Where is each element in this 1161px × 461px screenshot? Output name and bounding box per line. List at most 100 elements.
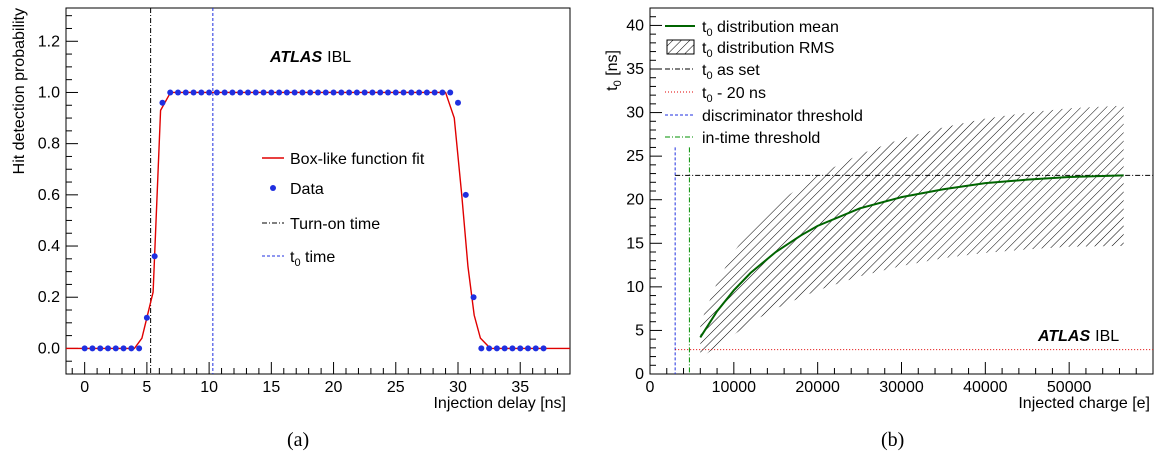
x-tick-label-b: 0 — [646, 379, 655, 396]
mean-curve — [699, 174, 1124, 338]
data-point — [338, 89, 345, 96]
y-axis-label-a: Hit detection probability — [11, 8, 28, 174]
legend-b: t0 distribution mean t0 distribution RMS… — [665, 19, 863, 147]
x-tick-label-a: 35 — [511, 379, 529, 396]
data-point — [346, 89, 353, 96]
data-point — [97, 345, 104, 352]
data-point — [237, 89, 244, 96]
panel-b: 0 10000 20000 30000 40000 50000 0 5 10 15 20 25 30 35… — [604, 7, 1154, 451]
data-point — [431, 89, 438, 96]
data-point — [151, 253, 158, 260]
data-point — [120, 345, 127, 352]
data-point — [462, 191, 469, 198]
y-axis-label-b: t0 [ns] — [604, 50, 624, 91]
data-point — [322, 89, 329, 96]
data-point — [175, 89, 181, 96]
y-tick-label-a: 0.4 — [38, 238, 60, 255]
x-tick-label-a: 5 — [142, 379, 151, 396]
x-tick-label-a: 0 — [80, 379, 89, 396]
y-tick-label-a: 1.2 — [38, 33, 60, 50]
axis-ticks-a: 0 5 10 15 20 25 30 35 0.0 0.2 0.4 0.6 0.8 1.0 1.2 — [38, 15, 571, 396]
data-point — [369, 89, 376, 96]
data-point — [128, 345, 135, 352]
x-tick-label-a: 30 — [449, 379, 467, 396]
data-point — [81, 345, 88, 352]
x-tick-label-b: 10000 — [712, 379, 757, 396]
panel-a: 0 5 10 15 20 25 30 35 0.0 0.2 0.4 0.6 0.8 1.0 1.2 Inje… — [11, 7, 571, 451]
data-point — [291, 89, 298, 96]
legend-label-t0-set: t0 as set — [702, 62, 760, 82]
data-point — [423, 89, 430, 96]
data-point — [447, 89, 454, 96]
data-point — [221, 89, 228, 96]
data-point — [206, 89, 213, 96]
data-point — [245, 89, 251, 96]
data-point — [330, 89, 337, 96]
plot-frame-a — [65, 7, 571, 375]
data-point — [416, 89, 423, 96]
data-point — [89, 345, 96, 352]
data-point — [525, 345, 531, 352]
legend-label-turn-on: Turn-on time — [290, 216, 380, 233]
x-tick-label-b: 30000 — [879, 379, 924, 396]
data-point — [112, 345, 119, 352]
x-tick-label-a: 15 — [262, 379, 280, 396]
data-point — [400, 89, 407, 96]
data-point — [252, 89, 259, 96]
y-tick-label-b: 35 — [626, 61, 644, 78]
data-point — [509, 345, 516, 352]
rms-band — [700, 105, 1124, 359]
data-point — [213, 89, 220, 96]
fit-line — [66, 91, 570, 350]
data-point — [299, 89, 306, 96]
data-point — [198, 89, 205, 96]
data-point — [501, 345, 508, 352]
legend-label-t0: t0 time — [290, 249, 335, 269]
x-tick-label-b: 20000 — [795, 379, 840, 396]
y-tick-label-b: 40 — [626, 17, 644, 34]
data-point — [143, 314, 150, 321]
y-tick-label-b: 5 — [635, 322, 644, 339]
y-tick-label-b: 30 — [626, 105, 644, 122]
data-point — [182, 89, 189, 96]
y-tick-label-a: 0.0 — [38, 340, 60, 357]
legend-swatch-rms — [666, 39, 695, 55]
x-axis-label-b: Injected charge [e] — [1018, 395, 1150, 412]
legend-label-data: Data — [290, 181, 324, 198]
y-tick-label-b: 20 — [626, 192, 644, 209]
data-point — [353, 89, 360, 96]
data-point — [159, 99, 166, 106]
data-point — [268, 89, 275, 96]
data-point — [493, 345, 500, 352]
legend-label-rms: t0 distribution RMS — [702, 40, 834, 60]
data-point — [136, 345, 143, 352]
x-tick-label-b: 40000 — [963, 379, 1008, 396]
caption-a: (a) — [287, 429, 309, 451]
data-point — [478, 345, 485, 352]
data-point — [517, 345, 524, 352]
reference-lines-b — [674, 147, 1153, 374]
data-points — [81, 89, 547, 352]
legend-label-mean: t0 distribution mean — [702, 19, 839, 39]
data-point — [408, 89, 415, 96]
data-point — [105, 345, 111, 352]
x-tick-label-a: 10 — [200, 379, 218, 396]
data-point — [540, 345, 547, 352]
y-tick-label-a: 0.2 — [38, 289, 60, 306]
data-point — [385, 89, 391, 96]
data-point — [532, 345, 539, 352]
y-tick-label-b: 25 — [626, 148, 644, 165]
data-point — [470, 294, 477, 301]
y-tick-label-b: 15 — [626, 235, 644, 252]
data-point — [283, 89, 290, 96]
legend-label-intime: in-time threshold — [702, 130, 820, 147]
y-tick-label-a: 0.6 — [38, 187, 60, 204]
data-point — [315, 89, 321, 96]
data-point — [260, 89, 267, 96]
data-point — [486, 345, 493, 352]
data-point — [307, 89, 314, 96]
y-tick-label-b: 0 — [635, 366, 644, 383]
caption-b: (b) — [881, 429, 904, 451]
y-tick-label-a: 1.0 — [38, 84, 60, 101]
